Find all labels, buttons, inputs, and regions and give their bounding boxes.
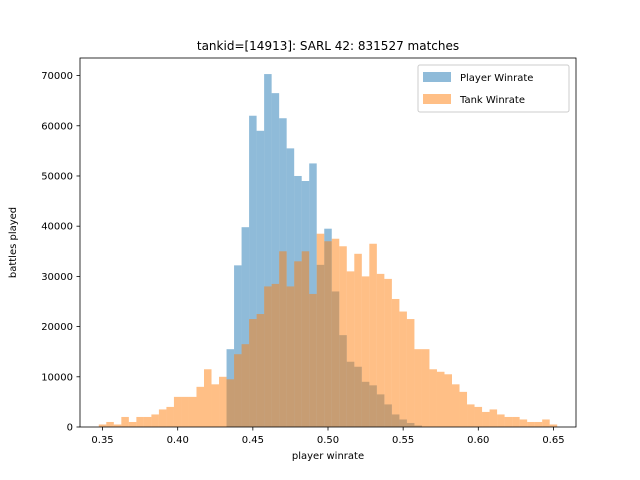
tank-winrate-bar bbox=[256, 314, 265, 427]
tank-winrate-bar bbox=[128, 421, 137, 427]
x-axis-label: player winrate bbox=[292, 451, 364, 462]
tank-winrate-bar bbox=[196, 386, 204, 427]
tank-winrate-bar bbox=[391, 298, 400, 427]
tank-winrate-bar bbox=[331, 238, 340, 427]
tank-winrate-bar bbox=[504, 416, 513, 427]
x-tick-label: 0.60 bbox=[467, 435, 489, 446]
tank-winrate-bar bbox=[376, 273, 385, 427]
tank-winrate-bar bbox=[324, 241, 332, 427]
tank-winrate-bar bbox=[384, 278, 392, 427]
tank-winrate-bar bbox=[106, 421, 114, 427]
tank-winrate-bar bbox=[226, 379, 235, 427]
tank-winrate-bar bbox=[166, 406, 174, 427]
tank-winrate-bar bbox=[271, 283, 280, 427]
tank-winrate-bar bbox=[549, 424, 558, 427]
tank-winrate-bar bbox=[436, 371, 445, 427]
y-tick-label: 70000 bbox=[41, 71, 73, 82]
tank-winrate-bar bbox=[113, 424, 122, 427]
y-tick-label: 50000 bbox=[41, 171, 73, 182]
tank-winrate-bar bbox=[542, 419, 550, 427]
tank-winrate-bar bbox=[346, 271, 355, 427]
legend-label-player-winrate: Player Winrate bbox=[460, 73, 533, 84]
tank-winrate-bar bbox=[188, 396, 197, 427]
tank-winrate-bar bbox=[181, 396, 189, 427]
tank-winrate-bar bbox=[444, 374, 452, 427]
y-tick-label: 10000 bbox=[41, 372, 73, 383]
tank-winrate-bar bbox=[399, 311, 407, 427]
tank-winrate-bar bbox=[519, 419, 528, 427]
tank-winrate-bar bbox=[204, 369, 212, 427]
tank-winrate-bar bbox=[452, 384, 460, 427]
y-tick-label: 0 bbox=[67, 423, 73, 434]
tank-winrate-bar bbox=[429, 369, 437, 427]
x-tick-label: 0.35 bbox=[91, 435, 113, 446]
tank-winrate-bar bbox=[264, 286, 272, 427]
tank-winrate-bar bbox=[489, 409, 498, 427]
y-tick-label: 60000 bbox=[41, 121, 73, 132]
tank-winrate-bar bbox=[219, 376, 227, 427]
tank-winrate-bar bbox=[249, 319, 257, 427]
tank-winrate-bar bbox=[301, 251, 310, 427]
tank-winrate-bar bbox=[173, 396, 182, 427]
tank-winrate-bar bbox=[151, 414, 159, 427]
tank-winrate-bar bbox=[234, 354, 242, 427]
tank-winrate-bar bbox=[98, 424, 107, 427]
x-axis: 0.35 0.40 0.45 0.50 0.55 0.60 0.65 bbox=[91, 427, 565, 446]
tank-winrate-bar bbox=[414, 349, 422, 427]
tank-winrate-bar bbox=[369, 243, 377, 427]
player-winrate-bar bbox=[271, 93, 280, 428]
player-winrate-bar bbox=[249, 115, 257, 428]
tank-winrate-bar bbox=[406, 319, 415, 427]
bars-layer bbox=[98, 74, 558, 428]
legend-box bbox=[417, 64, 570, 113]
y-tick-label: 40000 bbox=[41, 222, 73, 233]
tank-winrate-bar bbox=[527, 421, 535, 427]
y-tick-label: 30000 bbox=[41, 272, 73, 283]
tank-winrate-bar bbox=[211, 384, 220, 427]
tank-winrate-bar bbox=[241, 344, 250, 427]
legend-swatch-tank-winrate bbox=[423, 94, 451, 104]
tank-winrate-bar bbox=[121, 416, 129, 427]
legend-swatch-player-winrate bbox=[423, 72, 451, 82]
tank-winrate-bar bbox=[339, 246, 347, 427]
tank-winrate-bar bbox=[143, 416, 152, 427]
y-tick-label: 20000 bbox=[41, 322, 73, 333]
tank-winrate-bar bbox=[512, 416, 520, 427]
tank-winrate-bar bbox=[158, 409, 167, 427]
chart-title: tankid=[14913]: SARL 42: 831527 matches bbox=[197, 39, 459, 53]
x-tick-label: 0.65 bbox=[542, 435, 564, 446]
player-winrate-bar bbox=[256, 130, 265, 428]
tank-winrate-bar bbox=[474, 406, 483, 427]
player-winrate-bar bbox=[264, 74, 272, 427]
tank-winrate-bar bbox=[316, 233, 325, 427]
y-axis: 0 10000 20000 30000 40000 50000 60000 70000 bbox=[41, 71, 80, 434]
player-winrate-bar bbox=[241, 227, 250, 427]
tank-winrate-bar bbox=[136, 416, 144, 427]
tank-winrate-bar bbox=[294, 261, 302, 427]
tank-winrate-bar bbox=[354, 253, 362, 427]
y-axis-label: battles played bbox=[8, 207, 19, 278]
x-tick-label: 0.50 bbox=[317, 435, 339, 446]
tank-winrate-bar bbox=[497, 414, 505, 427]
x-tick-label: 0.45 bbox=[242, 435, 264, 446]
tank-winrate-bar bbox=[309, 293, 317, 427]
x-tick-label: 0.55 bbox=[392, 435, 414, 446]
tank-winrate-bar bbox=[286, 286, 295, 427]
tank-winrate-bar bbox=[361, 276, 370, 427]
tank-winrate-bar bbox=[421, 349, 430, 427]
x-tick-label: 0.40 bbox=[167, 435, 189, 446]
tank-winrate-bar bbox=[467, 404, 475, 427]
tank-winrate-bar bbox=[482, 411, 490, 427]
player-winrate-bar bbox=[234, 265, 242, 427]
legend-label-tank-winrate: Tank Winrate bbox=[459, 95, 525, 106]
tank-winrate-bar bbox=[459, 391, 468, 427]
legend: Player Winrate Tank Winrate bbox=[417, 64, 570, 113]
tank-winrate-bar bbox=[534, 421, 543, 427]
tank-winrate-bar bbox=[279, 251, 287, 427]
